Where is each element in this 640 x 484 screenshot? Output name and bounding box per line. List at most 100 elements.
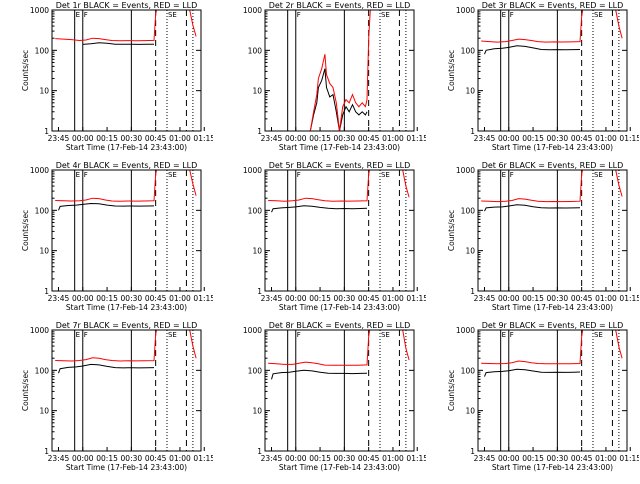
- x-tick-label: 00:45: [145, 294, 167, 303]
- y-tick-label: 100: [35, 366, 50, 375]
- y-tick-label: 1000: [30, 166, 49, 175]
- marker-label: E: [76, 331, 80, 339]
- x-tick-label: 23:45: [474, 294, 496, 303]
- x-tick-label: 00:45: [571, 134, 593, 143]
- y-tick-label: 1000: [243, 166, 262, 175]
- y-tick-label: 1: [470, 447, 475, 456]
- x-tick-label: 00:15: [522, 134, 544, 143]
- y-tick-label: 1: [44, 447, 49, 456]
- series-line-lld: [55, 10, 158, 42]
- marker-label: F: [84, 331, 88, 339]
- x-axis-label: Start Time (17-Feb-14 23:43:00): [279, 303, 400, 312]
- y-tick-label: 10: [465, 87, 475, 96]
- x-tick-label: 23:45: [48, 294, 70, 303]
- plot-frame: [264, 169, 415, 292]
- plot-frame: [264, 9, 415, 132]
- y-tick-label: 10: [39, 407, 49, 416]
- x-tick-label: 00:45: [571, 454, 593, 463]
- marker-label: F: [84, 11, 88, 19]
- x-tick-label: 01:00: [169, 454, 191, 463]
- y-tick-label: 10: [252, 247, 262, 256]
- x-tick-label: 00:30: [121, 134, 143, 143]
- series-line-lld: [615, 170, 623, 197]
- x-tick-label: 00:15: [309, 294, 331, 303]
- series-line-events: [271, 205, 368, 213]
- y-tick-label: 100: [461, 366, 476, 375]
- series-line-lld: [268, 170, 371, 202]
- x-tick-label: 00:30: [547, 454, 569, 463]
- series-line-events: [271, 369, 368, 380]
- marker-label: SE: [381, 171, 390, 179]
- y-tick-label: 1000: [456, 326, 475, 335]
- series-line-lld: [268, 330, 371, 366]
- series-line-events: [58, 363, 155, 374]
- x-tick-label: 01:15: [193, 454, 213, 463]
- chart-title: Det 5r BLACK = Events, RED = LLD: [269, 161, 411, 170]
- y-tick-label: 1000: [243, 6, 262, 15]
- chart-panel-4: Det 4r BLACK = Events, RED = LLD 23:45 00:…: [0, 160, 215, 320]
- x-tick-label: 00:45: [358, 294, 380, 303]
- marker-label: F: [510, 171, 514, 179]
- x-tick-label: 01:15: [193, 134, 213, 143]
- x-tick-label: 00:00: [285, 454, 307, 463]
- y-tick-label: 10: [39, 247, 49, 256]
- x-tick-label: 01:00: [595, 294, 617, 303]
- y-axis-label: Counts/sec: [21, 210, 30, 251]
- x-tick-label: 00:30: [334, 294, 356, 303]
- series-line-events: [82, 42, 155, 45]
- y-tick-label: 1: [257, 447, 262, 456]
- series-line-lld: [55, 170, 158, 202]
- plot-frame: [51, 329, 202, 452]
- marker-label: SE: [168, 11, 177, 19]
- x-tick-label: 00:00: [72, 134, 94, 143]
- chart-panel-9: Det 9r BLACK = Events, RED = LLD 23:45 00:…: [426, 320, 640, 480]
- chart-title: Det 2r BLACK = Events, RED = LLD: [269, 1, 411, 10]
- y-tick-label: 100: [248, 366, 263, 375]
- marker-label: F: [510, 11, 514, 19]
- series-line-events: [484, 45, 581, 55]
- x-tick-label: 00:00: [498, 134, 520, 143]
- x-tick-label: 00:15: [309, 134, 331, 143]
- x-tick-label: 00:15: [309, 454, 331, 463]
- marker-label: SE: [168, 331, 177, 339]
- chart-title: Det 6r BLACK = Events, RED = LLD: [482, 161, 624, 170]
- x-tick-label: 01:15: [406, 454, 426, 463]
- x-tick-label: 00:15: [96, 134, 118, 143]
- series-line-lld: [189, 10, 197, 37]
- y-tick-label: 1: [470, 287, 475, 296]
- x-tick-label: 00:15: [522, 454, 544, 463]
- marker-label: E: [76, 171, 80, 179]
- x-tick-label: 23:45: [48, 454, 70, 463]
- x-tick-label: 00:00: [72, 294, 94, 303]
- x-tick-label: 00:15: [96, 454, 118, 463]
- y-tick-label: 1000: [30, 6, 49, 15]
- y-axis-label: Counts/sec: [21, 370, 30, 411]
- series-line-lld: [189, 330, 197, 359]
- marker-label: E: [76, 11, 80, 19]
- x-tick-label: 00:30: [334, 134, 356, 143]
- marker-label: F: [297, 11, 301, 19]
- chart-panel-8: Det 8r BLACK = Events, RED = LLD 23:45 00:…: [213, 320, 428, 480]
- x-tick-label: 00:45: [571, 294, 593, 303]
- marker-label: F: [297, 331, 301, 339]
- y-tick-label: 1000: [243, 326, 262, 335]
- y-tick-label: 1: [44, 287, 49, 296]
- x-tick-label: 01:00: [169, 134, 191, 143]
- marker-label: F: [297, 171, 301, 179]
- y-tick-label: 10: [252, 407, 262, 416]
- y-tick-label: 1000: [456, 6, 475, 15]
- series-line-lld: [309, 10, 371, 131]
- series-line-events: [484, 204, 581, 212]
- x-tick-label: 01:00: [382, 134, 404, 143]
- x-tick-label: 23:45: [261, 294, 283, 303]
- x-tick-label: 00:45: [145, 134, 167, 143]
- x-tick-label: 00:15: [522, 294, 544, 303]
- chart-title: Det 8r BLACK = Events, RED = LLD: [269, 321, 411, 330]
- chart-panel-7: Det 7r BLACK = Events, RED = LLD 23:45 00:…: [0, 320, 215, 480]
- plot-frame: [51, 9, 202, 132]
